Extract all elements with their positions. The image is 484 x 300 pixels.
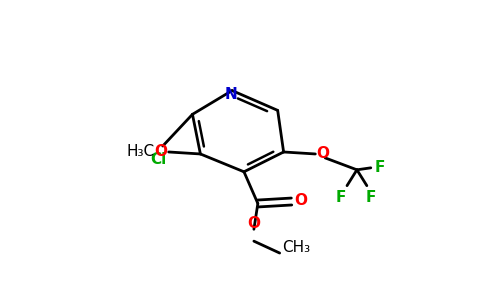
Text: O: O xyxy=(155,145,167,160)
Text: F: F xyxy=(336,190,346,205)
Text: O: O xyxy=(317,146,329,161)
Text: F: F xyxy=(375,160,385,175)
Text: CH₃: CH₃ xyxy=(283,240,311,255)
Text: O: O xyxy=(294,193,307,208)
Text: O: O xyxy=(247,216,260,231)
Text: H₃C: H₃C xyxy=(127,145,155,160)
Text: N: N xyxy=(225,87,238,102)
Text: Cl: Cl xyxy=(151,152,167,167)
Text: F: F xyxy=(365,190,376,205)
